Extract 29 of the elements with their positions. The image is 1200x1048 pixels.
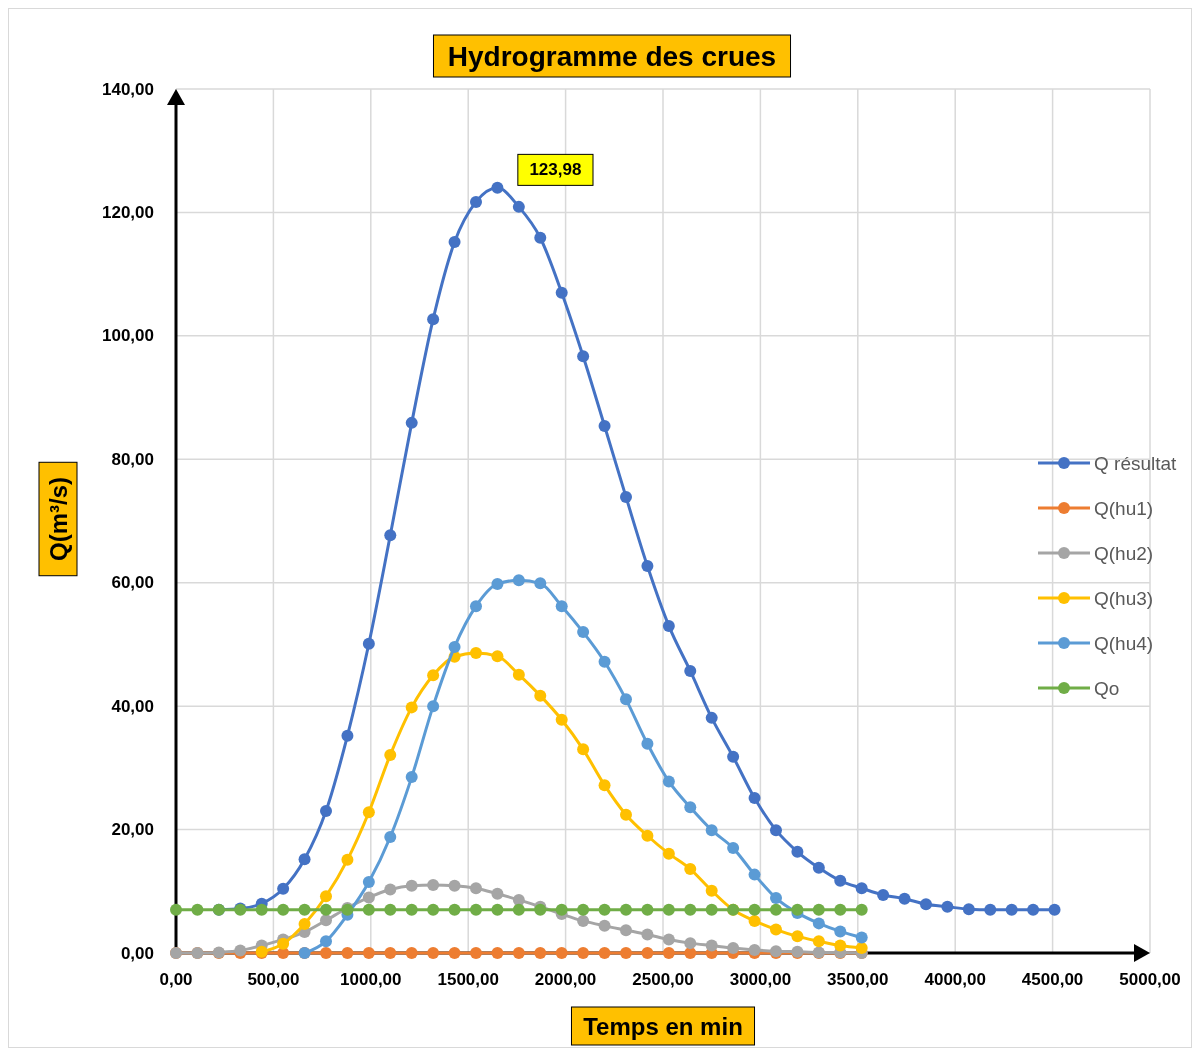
legend-label: Q(hu4): [1094, 632, 1154, 654]
x-tick-label: 5000,00: [1119, 970, 1181, 989]
x-axis-title: Temps en min: [583, 1012, 743, 1040]
legend-label: Q(hu2): [1094, 542, 1154, 564]
x-tick-label: 2000,00: [534, 970, 597, 989]
x-tick-label: 4500,00: [1021, 970, 1084, 989]
y-tick-label: 60,00: [111, 573, 154, 593]
y-tick-label: 100,00: [102, 326, 154, 346]
y-tick-label: 120,00: [102, 202, 154, 222]
y-tick-label: 20,00: [111, 820, 154, 840]
annotation: 123,98: [529, 160, 582, 180]
legend-label: Q(hu3): [1094, 587, 1154, 609]
y-tick-label: 80,00: [111, 449, 154, 469]
y-tick-label: 140,00: [102, 79, 154, 99]
legend-label: Q résultat: [1094, 452, 1178, 474]
legend-label: Q(hu1): [1094, 497, 1154, 519]
legend-label: Qo: [1094, 677, 1120, 699]
x-tick-label: 3000,00: [729, 970, 792, 989]
y-tick-label: 40,00: [111, 696, 154, 716]
y-axis-title: Q(m³/s): [44, 477, 72, 561]
x-tick-label: 3500,00: [827, 970, 889, 989]
x-tick-label: 1500,00: [437, 970, 499, 989]
x-tick-label: 0,00: [159, 970, 193, 989]
x-tick-label: 1000,00: [340, 970, 402, 989]
chart-title: Hydrogramme des crues: [447, 40, 777, 72]
x-tick-label: 4000,00: [924, 970, 986, 989]
y-tick-label: 0,00: [120, 943, 154, 963]
x-tick-label: 500,00: [247, 970, 300, 989]
x-tick-label: 2500,00: [632, 970, 694, 989]
